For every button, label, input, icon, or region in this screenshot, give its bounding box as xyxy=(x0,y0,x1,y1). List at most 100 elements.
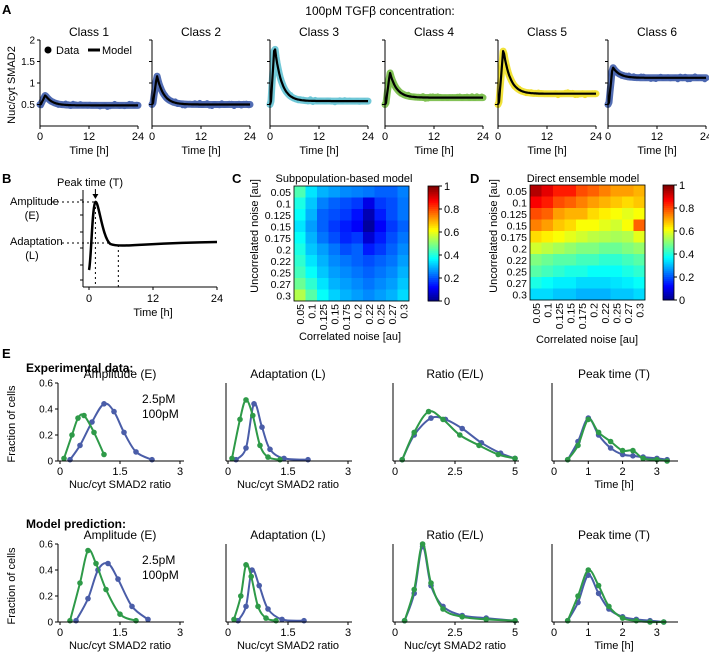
series-point-low xyxy=(399,456,406,463)
y-tick-label: 0.25 xyxy=(507,266,528,278)
colorbar-segment xyxy=(663,221,674,224)
series-point-high xyxy=(89,419,95,425)
heatmap-cell xyxy=(564,231,577,243)
panel-c-title: Subpopulation-based model xyxy=(276,173,413,185)
heatmap-cell xyxy=(363,197,375,210)
series-point-low xyxy=(67,617,73,624)
heatmap-cell xyxy=(386,209,398,221)
heatmap-cell xyxy=(328,220,341,233)
heatmap-cell xyxy=(374,243,387,256)
heatmap-cell xyxy=(397,220,410,233)
colorbar-segment xyxy=(428,285,439,289)
colorbar-segment xyxy=(663,219,674,222)
series-line-low xyxy=(566,568,664,624)
series-point-low xyxy=(575,442,581,449)
colorbar-segment xyxy=(663,232,674,236)
x-tick-label: 0.15 xyxy=(329,304,341,325)
colorbar-segment xyxy=(428,270,439,273)
y-tick-label: 2 xyxy=(29,36,35,47)
colorbar-segment xyxy=(663,192,674,196)
colorbar-segment xyxy=(428,233,439,237)
y-tick-label: 0.4 xyxy=(39,405,53,416)
heatmap-cell xyxy=(610,254,623,266)
y-tick-label: 0 xyxy=(47,618,53,629)
x-tick-label: 24 xyxy=(362,131,374,143)
panel-c-xlabel: Correlated noise [au] xyxy=(299,331,401,343)
heatmap-cell xyxy=(599,254,611,266)
colorbar-segment xyxy=(663,188,674,192)
x-tick-label: 0 xyxy=(37,131,43,143)
colorbar-segment xyxy=(663,227,674,230)
legend-high-label: 100pM xyxy=(142,568,179,582)
heatmap-cell xyxy=(553,208,565,220)
x-tick-label: 0.25 xyxy=(611,303,623,324)
y-tick-label: 0.175 xyxy=(501,232,527,244)
x-tick-label: 24 xyxy=(700,131,709,143)
heatmap-cell xyxy=(386,243,398,256)
heatmap-cell xyxy=(363,209,375,221)
heatmap-cell xyxy=(541,185,554,197)
x-axis-label: Time [h] xyxy=(637,145,676,157)
x-axis-label: Time [h] xyxy=(594,479,633,491)
x-tick-label: 12 xyxy=(195,131,207,143)
x-axis-label: Nuc/cyt SMAD2 ratio xyxy=(237,479,339,491)
colorbar-tick-label: 0 xyxy=(679,295,685,307)
heatmap-cell xyxy=(317,209,329,221)
heatmap-cell xyxy=(530,185,542,197)
x-axis-label: Time [h] xyxy=(414,145,453,157)
colorbar-tick-label: 0 xyxy=(444,296,450,308)
colorbar-segment xyxy=(428,214,439,218)
amplitude-label: Amplitude xyxy=(10,196,59,208)
heatmap-cell xyxy=(294,197,306,210)
series-point-low xyxy=(231,616,237,623)
heatmap-cell xyxy=(530,231,542,243)
colorbar-tick-label: 1 xyxy=(679,180,685,192)
colorbar-tick-label: 0.4 xyxy=(444,250,459,262)
heatmap-cell xyxy=(340,197,352,210)
colorbar-segment xyxy=(428,293,439,296)
class-title: Class 4 xyxy=(414,25,454,39)
heatmap-cell xyxy=(397,186,410,198)
colorbar-segment xyxy=(428,297,439,300)
colorbar-segment xyxy=(663,280,674,284)
colorbar-segment xyxy=(428,274,439,277)
heatmap-cell xyxy=(610,208,623,220)
heatmap-cell xyxy=(386,278,398,290)
x-tick-label: 0 xyxy=(86,293,92,305)
y-tick-label: 0.22 xyxy=(507,255,528,267)
model-line xyxy=(496,49,597,105)
heatmap-cell xyxy=(374,220,387,233)
heatmap-cell xyxy=(610,288,623,301)
colorbar-segment xyxy=(663,248,674,251)
heatmap-frame xyxy=(293,185,410,302)
colorbar-segment xyxy=(428,268,439,271)
x-tick-label: 1.5 xyxy=(112,466,127,478)
series-point-high xyxy=(67,456,73,463)
series-point-low xyxy=(476,442,482,449)
x-tick-label: 3 xyxy=(177,466,183,478)
colorbar-tick-label: 0.8 xyxy=(679,203,694,215)
colorbar-segment xyxy=(663,277,674,280)
colorbar-segment xyxy=(663,254,674,257)
y-tick-label: 0.05 xyxy=(271,187,292,199)
heatmap-cell xyxy=(587,265,600,278)
x-tick-label: 5 xyxy=(512,466,518,478)
series-point-high xyxy=(105,560,111,567)
colorbar-segment xyxy=(663,223,674,226)
colorbar-segment xyxy=(428,205,439,208)
heatmap-cell xyxy=(530,254,542,266)
heatmap-cell xyxy=(541,242,554,255)
heatmap-cell xyxy=(587,242,600,255)
heatmap-cell xyxy=(351,278,364,290)
x-tick-label: 0 xyxy=(225,627,231,639)
colorbar-segment xyxy=(663,208,674,211)
series-line-high xyxy=(566,417,668,461)
colorbar-segment xyxy=(428,218,439,221)
series-point-high xyxy=(301,617,307,624)
x-tick-label: 0 xyxy=(382,131,388,143)
heatmap-cell xyxy=(340,220,352,233)
heatmap-cell xyxy=(305,232,318,244)
series-point-low xyxy=(595,429,602,436)
heatmap-cell xyxy=(397,197,410,210)
series-point-low xyxy=(255,603,261,610)
